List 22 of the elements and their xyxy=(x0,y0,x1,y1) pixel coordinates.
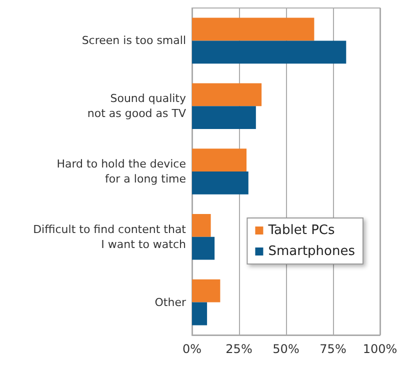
x-tick-label: 25% xyxy=(226,342,252,356)
bar xyxy=(192,236,215,260)
bar xyxy=(192,214,211,237)
legend-label: Tablet PCs xyxy=(267,223,335,238)
bar xyxy=(192,83,262,106)
y-tick-label: Other xyxy=(154,296,186,309)
bar xyxy=(192,279,220,302)
bar xyxy=(192,302,208,326)
y-tick-label: Difficult to find content that I want to watch xyxy=(33,222,187,251)
x-tick-label: 75% xyxy=(320,342,346,356)
legend-label: Smartphones xyxy=(268,244,356,259)
y-tick-label: Hard to hold the device for a long time xyxy=(56,158,186,186)
y-tick-label: Sound quality not as good as TV xyxy=(87,92,186,120)
bar xyxy=(192,40,346,64)
bar xyxy=(192,172,248,194)
bar xyxy=(192,18,314,41)
y-tick-label: Screen is too small xyxy=(82,34,186,48)
x-tick-label: 50% xyxy=(272,342,300,356)
bar xyxy=(192,106,256,129)
x-tick-label: 100% xyxy=(362,342,398,356)
x-tick-label: 0% xyxy=(182,342,202,356)
bar xyxy=(192,148,247,172)
